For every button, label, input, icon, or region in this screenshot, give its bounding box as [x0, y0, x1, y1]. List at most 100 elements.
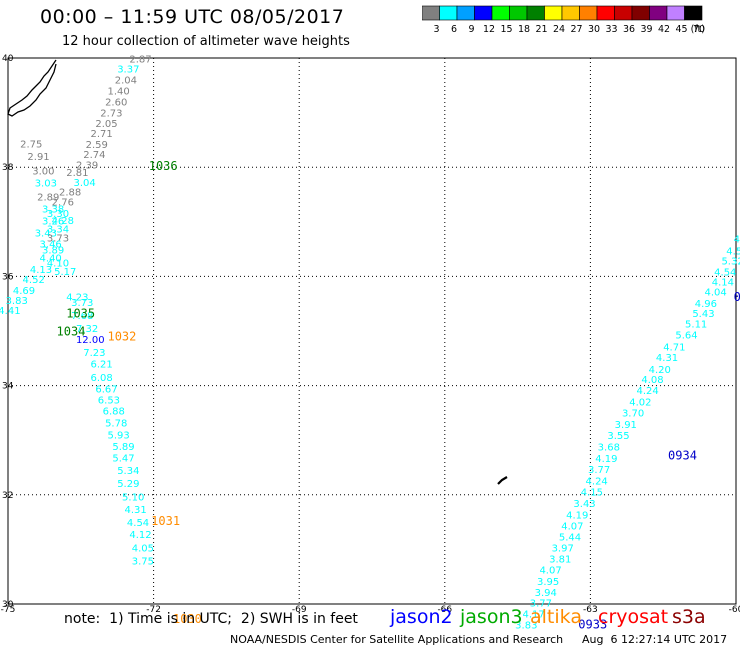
swh-value: 4.40 [40, 254, 62, 265]
swh-value: 2.59 [86, 140, 108, 151]
satellite-s3a: s3a [672, 606, 706, 628]
map-title: 00:00 – 11:59 UTC 08/05/2017 [40, 6, 345, 28]
legend-swatch [491, 5, 510, 21]
legend-label: 15 [500, 24, 512, 35]
swh-value: 6.21 [91, 360, 113, 371]
swh-value: 2.81 [66, 168, 88, 179]
swh-value: 4.54 [714, 267, 736, 278]
swh-value: 4.20 [649, 365, 671, 376]
swh-value: 3.43 [573, 499, 595, 510]
pass-time-label: 1036 [149, 159, 178, 173]
legend-swatch [544, 5, 563, 21]
pass-time-label: 0934 [668, 448, 697, 462]
swh-value: 2.88 [59, 188, 81, 199]
swh-value: 4.15 [581, 487, 603, 498]
lon-tick-label: -75 [1, 605, 16, 615]
swh-value: 4.31 [656, 353, 678, 364]
swh-value: 2.73 [100, 108, 122, 119]
legend-label: 24 [553, 24, 565, 35]
legend-label: 45 [675, 24, 687, 35]
swh-value: 2.75 [20, 140, 42, 151]
swh-value: 5.32 [721, 256, 740, 267]
legend-label: 9 [468, 24, 474, 35]
swh-value: 4.13 [30, 265, 52, 276]
pass-time-label: 1035 [66, 306, 95, 320]
map-frame [7, 57, 737, 605]
swh-value: 5.47 [112, 453, 134, 464]
swh-value: 2.87 [129, 54, 151, 65]
credit-text: NOAA/NESDIS Center for Satellite Applica… [230, 633, 564, 646]
swh-value: 6.88 [103, 407, 125, 418]
swh-value: 5.29 [117, 479, 139, 490]
swh-value: 5.34 [117, 466, 139, 477]
swh-value: 4.41 [0, 306, 21, 317]
swh-value: 3.46 [40, 239, 62, 250]
pass-time-label: 0 [734, 290, 740, 304]
swh-value: 6.53 [98, 396, 120, 407]
legend-swatch [684, 5, 703, 21]
lat-tick-label: 38 [2, 163, 14, 173]
swh-value: 5.64 [675, 331, 697, 342]
bermuda-island [497, 476, 508, 485]
map-subtitle: 12 hour collection of altimeter wave hei… [62, 34, 350, 49]
legend-swatch [439, 5, 458, 21]
legend-label: 42 [658, 24, 670, 35]
swh-value: 4.10 [47, 259, 69, 270]
legend-swatch [579, 5, 598, 21]
legend-swatch [474, 5, 493, 21]
legend-label: 70 [693, 24, 705, 35]
swh-value: 2.71 [91, 129, 113, 140]
swh-value: 3.37 [117, 65, 139, 76]
legend-swatch [614, 5, 633, 21]
swh-value: 6.08 [91, 373, 113, 384]
swh-value: 7.23 [83, 348, 105, 359]
swh-value: 4.08 [641, 375, 663, 386]
swh-value: 1.40 [107, 87, 129, 98]
swh-value: 3.68 [598, 443, 620, 454]
swh-value: 4.19 [566, 510, 588, 521]
swh-value: 3.81 [549, 555, 571, 566]
swh-value: 3.95 [537, 577, 559, 588]
swh-value: 3.77 [588, 465, 610, 476]
swh-value: 2.60 [105, 98, 127, 109]
swh-value: 5.10 [122, 492, 144, 503]
legend-swatch [596, 5, 615, 21]
swh-value: 5.43 [692, 309, 714, 320]
swh-value: 2.91 [27, 152, 49, 163]
pass-time-label: 1032 [107, 329, 136, 343]
swh-value: 3.94 [535, 588, 557, 599]
swh-value: 5.93 [107, 431, 129, 442]
swh-value: 4.24 [586, 476, 608, 487]
legend-label: 6 [451, 24, 457, 35]
legend-label: 27 [570, 24, 582, 35]
swh-value: 5.11 [685, 320, 707, 331]
legend-label: 30 [588, 24, 600, 35]
swh-value: 4.69 [13, 286, 35, 297]
swh-value: 7.32 [76, 324, 98, 335]
swh-value: 3.75 [132, 557, 154, 568]
swh-value: 3.00 [32, 166, 54, 177]
legend-swatch [561, 5, 580, 21]
legend-swatch [666, 5, 685, 21]
generation-timestamp: Aug 6 12:27:14 UTC 2017 [582, 633, 728, 646]
satellite-altika: altika [530, 606, 582, 628]
swh-value: 2.89 [37, 193, 59, 204]
swh-value: 3.03 [35, 178, 57, 189]
lon-tick-label: -60 [729, 605, 740, 615]
swh-value: 5.89 [112, 442, 134, 453]
swh-value: 3.91 [615, 420, 637, 431]
swh-value: 7.68 [71, 311, 93, 322]
swh-value: 4.5 [726, 247, 740, 258]
swh-value: 4.23 [66, 292, 88, 303]
swh-value: 3.83 [6, 296, 28, 307]
swh-value: 3.43 [35, 229, 57, 240]
lon-tick-label: -63 [583, 605, 598, 615]
legend-label: 33 [605, 24, 617, 35]
swh-value: 3.97 [552, 544, 574, 555]
satellite-jason2: jason2 [390, 606, 453, 628]
swh-value: 4.96 [695, 299, 717, 310]
swh-value: 4.28 [52, 216, 74, 227]
coastline [7, 59, 57, 117]
legend-label: 39 [640, 24, 652, 35]
swh-value: 5.44 [559, 533, 581, 544]
